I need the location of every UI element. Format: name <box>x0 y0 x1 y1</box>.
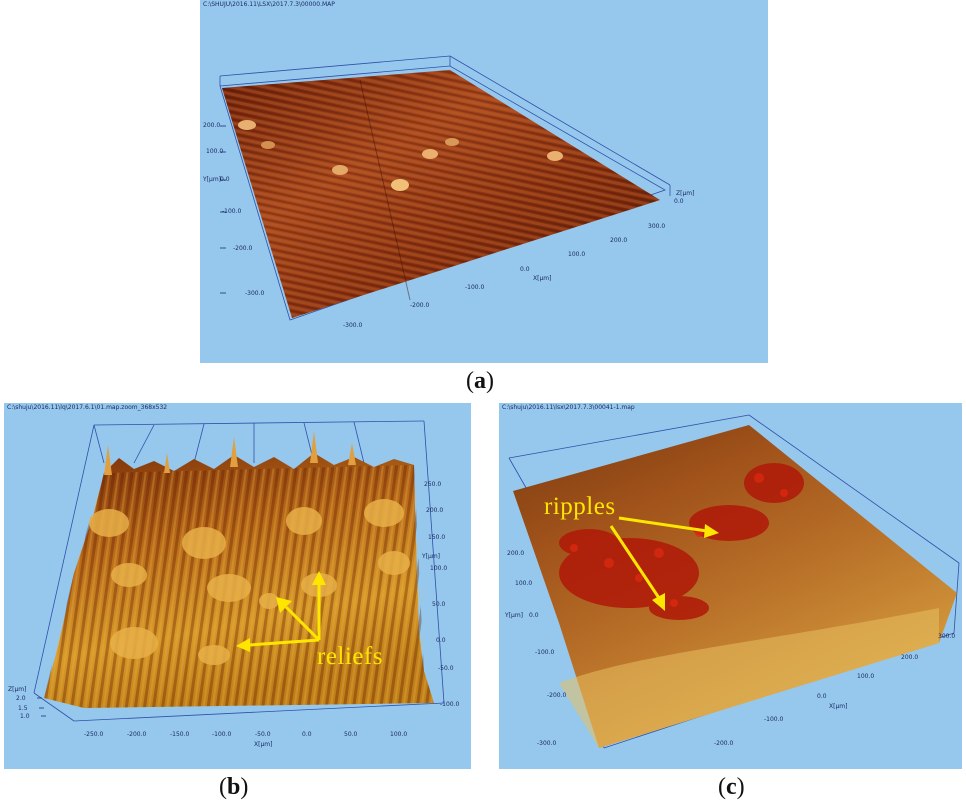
caption-b-close: ) <box>240 774 249 800</box>
panel-c-y-tick: -300.0 <box>537 740 557 747</box>
panel-c-x-tick: 200.0 <box>901 654 919 661</box>
panel-b-z-tick: 2.0 <box>16 695 26 702</box>
panel-b-annotation-reliefs: reliefs <box>317 643 383 670</box>
panel-c-y-tick: -100.0 <box>535 649 555 656</box>
panel-c: C:\shuju\2016.11\lsx\2017.7.3\00041-1.ma… <box>499 403 962 769</box>
panel-c-x-tick: -200.0 <box>714 740 734 747</box>
panel-b-y-tick: 150.0 <box>428 534 446 541</box>
caption-c-letter: c <box>726 774 737 800</box>
panel-c-annotation-arrows <box>609 516 719 611</box>
panel-a-x-tick: -300.0 <box>343 322 363 329</box>
panel-c-x-label: X[µm] <box>829 703 848 710</box>
panel-a-z-tick: 0.0 <box>674 198 684 205</box>
panel-b-z-tick: 1.0 <box>20 713 30 720</box>
panel-a-y-tick: 200.0 <box>203 122 221 129</box>
panel-b-x-tick: 0.0 <box>302 731 312 738</box>
panel-c-annotation-ripples: ripples <box>544 493 616 520</box>
caption-c-close: ) <box>736 774 745 800</box>
caption-a-close: ) <box>486 368 494 394</box>
panel-a-x-tick: 0.0 <box>520 266 530 273</box>
caption-c: (c) <box>718 774 745 801</box>
panel-b-y-label: Y[µm] <box>422 553 441 560</box>
panel-b-x-tick: 50.0 <box>344 731 358 738</box>
panel-b-x-label: X[µm] <box>254 741 273 748</box>
caption-a-open: ( <box>466 368 474 394</box>
panel-a-bumps <box>238 120 563 191</box>
caption-c-open: ( <box>718 774 726 800</box>
panel-c-x-tick: 0.0 <box>817 693 827 700</box>
panel-a-x-tick: 100.0 <box>568 251 586 258</box>
panel-b-surface-plot <box>33 420 445 722</box>
panel-c-y-tick: 200.0 <box>507 550 525 557</box>
panel-b-y-tick: 200.0 <box>426 507 444 514</box>
panel-b: C:\shuju\2016.11\lq\2017.6.1\01.map.zoom… <box>4 403 471 769</box>
panel-b-x-tick: -200.0 <box>127 731 147 738</box>
caption-a: (a) <box>466 368 494 395</box>
panel-c-y-tick: 0.0 <box>529 612 539 619</box>
panel-b-x-tick: 100.0 <box>390 731 408 738</box>
panel-c-surface-plot <box>508 414 960 749</box>
panel-b-relief-blobs <box>89 499 410 665</box>
panel-a-x-tick: 300.0 <box>648 223 666 230</box>
caption-b-open: ( <box>219 774 227 800</box>
panel-b-y-tick: 250.0 <box>424 481 442 488</box>
panel-b-y-tick: 100.0 <box>430 565 448 572</box>
panel-a-x-tick: -200.0 <box>410 302 430 309</box>
panel-b-z-tick: 1.5 <box>18 705 28 712</box>
panel-b-y-tick: 0.0 <box>436 637 446 644</box>
panel-b-z-label: Z[µm] <box>8 686 27 693</box>
panel-b-y-tick: 50.0 <box>432 601 446 608</box>
panel-a-y-tick: -300.0 <box>245 290 265 297</box>
panel-c-file-path: C:\shuju\2016.11\lsx\2017.7.3\00041-1.ma… <box>502 404 635 411</box>
panel-a-file-path: C:\SHUJU\2016.11\LSX\2017.7.3\00000.MAP <box>203 1 335 8</box>
panel-c-y-label: Y[µm] <box>505 612 524 619</box>
panel-a-y-tick: -100.0 <box>222 208 242 215</box>
panel-b-x-tick: -50.0 <box>255 731 271 738</box>
panel-b-spikes <box>104 431 356 475</box>
caption-b: (b) <box>219 774 248 801</box>
panel-a-x-tick: 200.0 <box>610 237 628 244</box>
panel-c-x-tick: -100.0 <box>764 716 784 723</box>
panel-a-y-tick: 100.0 <box>206 148 224 155</box>
panel-a-y-tick: 0.0 <box>220 176 230 183</box>
panel-c-y-tick: 100.0 <box>515 580 533 587</box>
panel-b-x-tick: -250.0 <box>84 731 104 738</box>
panel-a-x-tick: -100.0 <box>465 284 485 291</box>
panel-a: C:\SHUJU\2016.11\LSX\2017.7.3\00000.MAP <box>200 0 768 363</box>
panel-a-x-label: X[µm] <box>533 275 552 282</box>
panel-b-y-tick: -50.0 <box>438 665 454 672</box>
panel-b-x-tick: -100.0 <box>212 731 232 738</box>
panel-c-red-clusters <box>559 463 804 620</box>
panel-c-x-tick: 100.0 <box>857 673 875 680</box>
caption-a-letter: a <box>474 368 486 394</box>
panel-c-x-tick: 300.0 <box>938 633 956 640</box>
panel-a-surface-plot <box>219 55 671 321</box>
panel-b-x-tick: -150.0 <box>170 731 190 738</box>
panel-b-annotation-arrows <box>236 571 326 652</box>
panel-a-z-label: Z[µm] <box>676 190 695 197</box>
caption-b-letter: b <box>227 774 241 800</box>
panel-b-y-tick: -100.0 <box>440 701 460 708</box>
panel-c-y-tick: -200.0 <box>547 692 567 699</box>
panel-a-y-label: Y[µm] <box>203 176 222 183</box>
panel-a-y-tick: -200.0 <box>233 245 253 252</box>
panel-b-file-path: C:\shuju\2016.11\lq\2017.6.1\01.map.zoom… <box>7 404 168 411</box>
